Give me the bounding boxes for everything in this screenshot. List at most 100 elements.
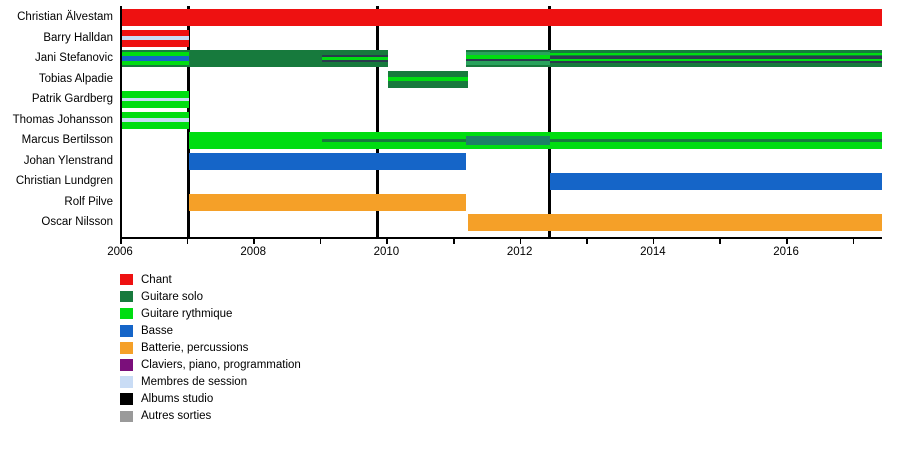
role-stripe-guitare_solo (122, 65, 189, 67)
axis-tick (253, 239, 255, 244)
axis-tick (120, 239, 122, 244)
timeline-bar-marcus-bertilsson (321, 132, 467, 150)
legend-swatch (120, 290, 133, 303)
member-label: Christian Älvestam (17, 11, 113, 23)
member-label: Tobias Alpadie (38, 72, 113, 85)
member-label: Johan Ylenstrand (23, 154, 113, 167)
legend-item: Claviers, piano, programmation (120, 359, 301, 372)
role-stripe-guitare_rythmique (188, 132, 322, 149)
axis-tick (519, 239, 522, 244)
timeline-bar-christian-lundgren (549, 173, 882, 190)
role-stripe-guitare_solo (549, 50, 882, 54)
role-stripe-guitare_rythmique (122, 111, 189, 119)
timeline-bar-marcus-bertilsson (188, 132, 322, 149)
role-stripe-session (122, 118, 189, 122)
legend-label: Albums studio (141, 393, 214, 406)
timeline-bar-marcus-bertilsson (549, 132, 882, 150)
axis-year-label: 2006 (107, 246, 133, 258)
legend-item: Chant (120, 273, 172, 286)
role-stripe-guitare_solo (321, 139, 467, 142)
role-stripe-guitare_solo (549, 138, 882, 143)
legend-item: Batterie, percussions (120, 341, 248, 354)
album-release-line (548, 6, 552, 237)
legend-swatch (120, 359, 133, 371)
legend-label: Chant (141, 273, 172, 286)
role-stripe-chant (122, 9, 882, 26)
role-stripe-guitare_rythmique (466, 55, 550, 59)
axis-tick (652, 239, 655, 244)
legend-swatch (120, 273, 133, 286)
role-stripe-blend_navy (549, 61, 882, 64)
role-stripe-guitare_solo (122, 50, 189, 52)
role-stripe-guitare_rythmique (466, 132, 550, 137)
member-label: Oscar Nilsson (41, 216, 113, 228)
album-release-line (375, 6, 379, 237)
timeline-bar-jani-stefanovic (188, 50, 322, 67)
role-stripe-blend_sea (466, 52, 550, 56)
role-stripe-guitare_rythmique (549, 132, 882, 139)
axis-tick (852, 239, 855, 244)
legend-swatch (120, 325, 133, 337)
plot-area (120, 6, 882, 239)
timeline-bar-tobias-alpadie (388, 70, 469, 88)
role-stripe-blend_navy (321, 60, 389, 63)
member-label: Rolf Pilve (64, 195, 113, 208)
role-stripe-guitare_rythmique (122, 91, 189, 98)
legend-label: Guitare solo (141, 290, 204, 303)
role-stripe-chant (122, 39, 189, 47)
axis-year-label: 2014 (640, 246, 666, 258)
legend-label: Membres de session (141, 376, 248, 389)
role-stripe-guitare_solo (466, 50, 550, 53)
role-stripe-basse (188, 152, 467, 170)
timeline-bar-thomas-johansson (122, 111, 189, 129)
legend-label: Autres sorties (141, 410, 212, 423)
axis-tick (386, 239, 388, 244)
legend-item: Basse (120, 324, 173, 337)
axis-tick (186, 239, 189, 244)
role-stripe-guitare_rythmique (549, 58, 882, 62)
role-stripe-basse (549, 173, 882, 190)
axis-year-label: 2016 (773, 246, 799, 258)
role-stripe-guitare_rythmique (466, 144, 550, 149)
axis-year-label: 2008 (240, 246, 266, 258)
timeline-bar-marcus-bertilsson (466, 132, 550, 149)
role-stripe-guitare_rythmique (549, 142, 882, 150)
axis-year-label: 2010 (373, 246, 400, 258)
member-label: Thomas Johansson (12, 113, 113, 126)
role-stripe-guitare_rythmique (549, 53, 882, 55)
role-stripe-batterie (468, 214, 882, 231)
role-stripe-guitare_rythmique (321, 132, 467, 140)
axis-year-label: 2012 (506, 246, 533, 258)
role-stripe-guitare_solo (321, 62, 389, 67)
role-stripe-guitare_solo (188, 50, 322, 67)
role-stripe-batterie (188, 193, 467, 211)
member-label: Marcus Bertilsson (21, 134, 113, 146)
role-stripe-session (122, 97, 189, 102)
axis-tick (719, 239, 721, 244)
role-stripe-blend_navy (466, 58, 550, 61)
legend-label: Guitare rythmique (141, 307, 233, 320)
role-stripe-chant (122, 29, 189, 37)
role-stripe-guitare_rythmique (122, 121, 189, 129)
role-stripe-guitare_rythmique (321, 141, 467, 150)
legend-swatch (120, 342, 133, 354)
member-label: Patrik Gardberg (31, 93, 113, 105)
role-stripe-guitare_solo (321, 50, 389, 55)
timeline-bar-patrik-gardberg (122, 91, 189, 108)
role-stripe-blend_navy (321, 54, 389, 57)
timeline-bar-jani-stefanovic (466, 50, 550, 68)
axis-tick (319, 239, 322, 244)
member-label: Barry Halldan (43, 31, 113, 44)
timeline-bar-jani-stefanovic (549, 50, 882, 67)
legend-swatch (120, 307, 133, 320)
legend-swatch (120, 376, 133, 388)
role-stripe-guitare_rythmique (122, 51, 189, 56)
album-release-line (187, 6, 191, 237)
timeline-bar-jani-stefanovic (122, 50, 189, 67)
timeline-bar-barry-halldan (122, 29, 189, 47)
role-stripe-guitare_rythmique (321, 56, 389, 61)
role-stripe-basse (122, 55, 189, 62)
role-stripe-guitare_solo (388, 70, 469, 77)
timeline-bar-rolf-pilve (188, 193, 467, 211)
